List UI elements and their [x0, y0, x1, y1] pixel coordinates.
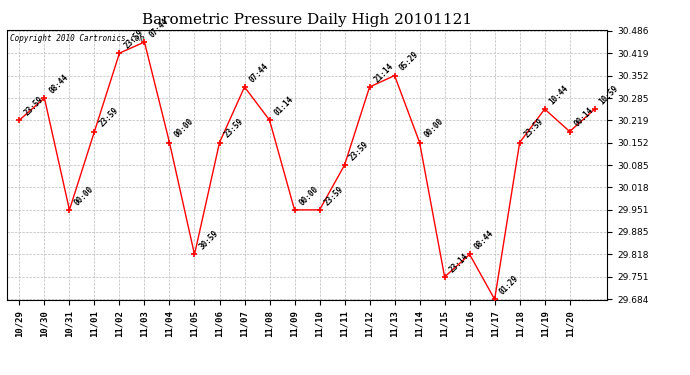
- Text: 23:59: 23:59: [97, 106, 120, 129]
- Text: 23:59: 23:59: [522, 117, 545, 140]
- Text: 07:44: 07:44: [247, 62, 270, 84]
- Text: 23:14: 23:14: [447, 251, 470, 274]
- Text: 00:00: 00:00: [422, 117, 445, 140]
- Text: 01:29: 01:29: [497, 274, 520, 297]
- Text: 08:44: 08:44: [473, 229, 495, 252]
- Text: 10:59: 10:59: [598, 84, 620, 106]
- Text: 30:59: 30:59: [197, 229, 220, 252]
- Text: 23:59: 23:59: [222, 117, 245, 140]
- Text: 00:00: 00:00: [297, 184, 320, 207]
- Title: Barometric Pressure Daily High 20101121: Barometric Pressure Daily High 20101121: [142, 13, 472, 27]
- Text: Copyright 2010 Cartronics.com: Copyright 2010 Cartronics.com: [10, 34, 144, 43]
- Text: 21:14: 21:14: [373, 62, 395, 84]
- Text: 23:59: 23:59: [22, 94, 45, 117]
- Text: 23:59: 23:59: [347, 140, 370, 162]
- Text: 01:14: 01:14: [273, 94, 295, 117]
- Text: 23:59: 23:59: [122, 28, 145, 50]
- Text: 00:14: 00:14: [573, 106, 595, 129]
- Text: 08:44: 08:44: [47, 72, 70, 95]
- Text: 00:00: 00:00: [72, 184, 95, 207]
- Text: 05:29: 05:29: [397, 50, 420, 73]
- Text: 10:44: 10:44: [547, 84, 570, 106]
- Text: 00:00: 00:00: [172, 117, 195, 140]
- Text: 07:44: 07:44: [147, 16, 170, 39]
- Text: 23:59: 23:59: [322, 184, 345, 207]
